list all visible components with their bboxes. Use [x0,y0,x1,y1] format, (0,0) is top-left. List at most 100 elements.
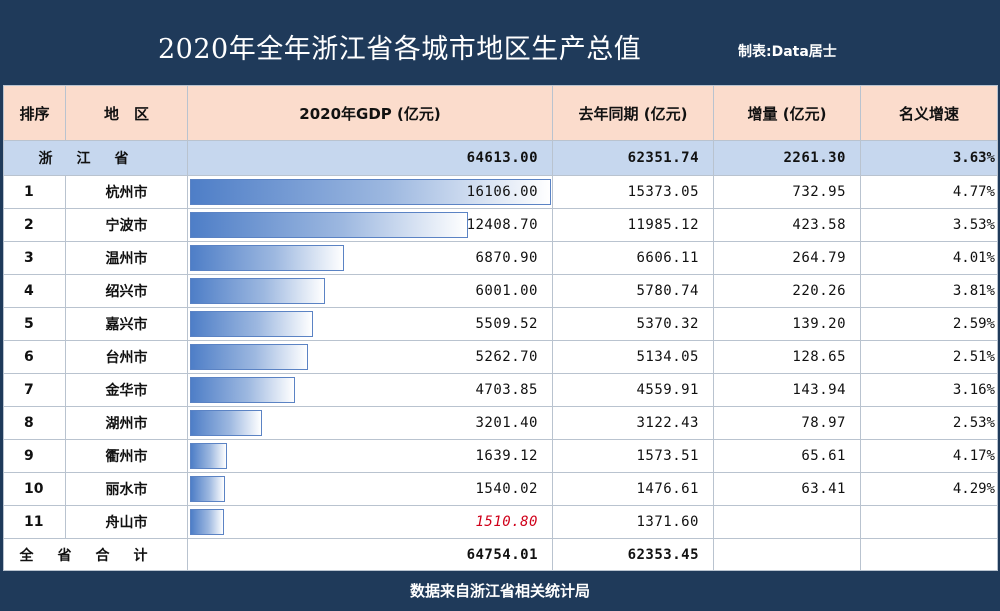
prev-cell: 4559.91 [552,373,714,407]
prev-cell: 1476.61 [552,472,714,506]
rank-cell: 11 [3,505,66,539]
prev-cell: 1573.51 [552,439,714,473]
rank-cell: 5 [3,307,66,341]
table-row: 3 温州市 6870.90 6606.11 264.79 4.01% [3,241,998,275]
incr-cell: 78.97 [713,406,861,440]
gdp-bar [190,377,295,403]
city-cell: 金华市 [65,373,188,407]
total-incr-empty [713,538,861,571]
gdp-value: 4703.85 [475,382,538,398]
city-cell: 宁波市 [65,208,188,242]
gdp-bar [190,509,224,535]
city-cell: 衢州市 [65,439,188,473]
rank-cell: 6 [3,340,66,374]
table-row: 11 舟山市 1510.80 1371.60 [3,505,998,539]
incr-cell: 143.94 [713,373,861,407]
gdp-bar [190,278,325,304]
gdp-bar [190,443,227,469]
table-row: 5 嘉兴市 5509.52 5370.32 139.20 2.59% [3,307,998,341]
gdp-bar [190,212,468,238]
header-region: 地 区 [65,85,188,141]
city-cell: 杭州市 [65,175,188,209]
table-row: 7 金华市 4703.85 4559.91 143.94 3.16% [3,373,998,407]
gdp-cell: 6870.90 [187,241,553,275]
page-title: 2020年全年浙江省各城市地区生产总值 [158,34,642,65]
prev-cell: 5134.05 [552,340,714,374]
prev-cell: 1371.60 [552,505,714,539]
province-incr: 2261.30 [713,140,861,176]
prev-cell: 5370.32 [552,307,714,341]
rate-cell: 4.77% [860,175,998,209]
rate-cell: 2.59% [860,307,998,341]
incr-cell: 65.61 [713,439,861,473]
total-label: 全省合计 [3,538,188,571]
gdp-value: 6870.90 [475,250,538,266]
header-rate: 名义增速 [860,85,998,141]
rank-cell: 9 [3,439,66,473]
incr-cell: 139.20 [713,307,861,341]
gdp-bar [190,344,308,370]
gdp-value: 1540.02 [475,481,538,497]
rate-cell: 2.51% [860,340,998,374]
rank-cell: 3 [3,241,66,275]
province-row: 浙江省 64613.00 62351.74 2261.30 3.63% [3,140,998,176]
incr-cell: 220.26 [713,274,861,308]
total-gdp: 64754.01 [187,538,553,571]
gdp-cell: 1639.12 [187,439,553,473]
city-cell: 嘉兴市 [65,307,188,341]
gdp-value: 5509.52 [475,316,538,332]
total-prev: 62353.45 [552,538,714,571]
gdp-bar [190,476,225,502]
table-row: 1 杭州市 16106.00 15373.05 732.95 4.77% [3,175,998,209]
gdp-bar [190,245,344,271]
total-rate-empty [860,538,998,571]
incr-cell: 63.41 [713,472,861,506]
rank-cell: 7 [3,373,66,407]
province-gdp: 64613.00 [187,140,553,176]
gdp-cell: 3201.40 [187,406,553,440]
province-prev: 62351.74 [552,140,714,176]
gdp-value: 12408.70 [466,217,538,233]
header-incr: 增量 (亿元) [713,85,861,141]
rate-cell: 4.29% [860,472,998,506]
table-row: 10 丽水市 1540.02 1476.61 63.41 4.29% [3,472,998,506]
header-row: 排序 地 区 2020年GDP (亿元) 去年同期 (亿元) 增量 (亿元) 名… [3,85,998,141]
prev-cell: 6606.11 [552,241,714,275]
gdp-value: 1639.12 [475,448,538,464]
gdp-value: 3201.40 [475,415,538,431]
province-rate: 3.63% [860,140,998,176]
incr-cell: 423.58 [713,208,861,242]
gdp-cell: 5262.70 [187,340,553,374]
header-rank: 排序 [3,85,66,141]
gdp-value: 6001.00 [475,283,538,299]
header-prev: 去年同期 (亿元) [552,85,714,141]
prev-cell: 11985.12 [552,208,714,242]
credit-label: 制表:Data居士 [738,44,837,60]
gdp-value: 5262.70 [475,349,538,365]
rate-cell: 2.53% [860,406,998,440]
incr-cell: 128.65 [713,340,861,374]
rate-cell: 4.17% [860,439,998,473]
incr-cell [713,505,861,539]
prev-cell: 15373.05 [552,175,714,209]
rank-cell: 10 [3,472,66,506]
gdp-bar [190,410,262,436]
gdp-value: 16106.00 [466,184,538,200]
gdp-cell: 1510.80 [187,505,553,539]
city-cell: 舟山市 [65,505,188,539]
gdp-table: 排序 地 区 2020年GDP (亿元) 去年同期 (亿元) 增量 (亿元) 名… [3,85,998,571]
rate-cell [860,505,998,539]
gdp-bar [190,179,551,205]
gdp-cell: 12408.70 [187,208,553,242]
table-row: 2 宁波市 12408.70 11985.12 423.58 3.53% [3,208,998,242]
table-row: 9 衢州市 1639.12 1573.51 65.61 4.17% [3,439,998,473]
rate-cell: 3.16% [860,373,998,407]
gdp-cell: 6001.00 [187,274,553,308]
gdp-cell: 5509.52 [187,307,553,341]
incr-cell: 264.79 [713,241,861,275]
gdp-cell: 1540.02 [187,472,553,506]
city-cell: 温州市 [65,241,188,275]
table-row: 4 绍兴市 6001.00 5780.74 220.26 3.81% [3,274,998,308]
city-cell: 湖州市 [65,406,188,440]
rate-cell: 3.53% [860,208,998,242]
